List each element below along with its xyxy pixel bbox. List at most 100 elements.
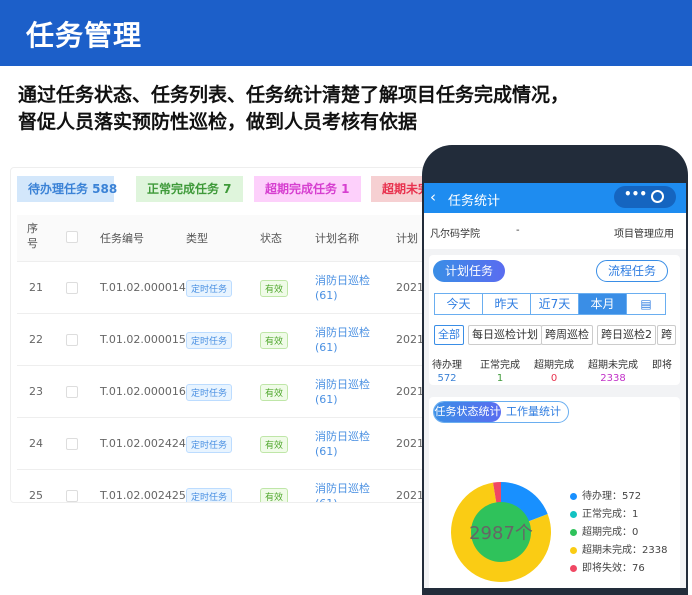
status-tag: 有效 <box>260 332 289 349</box>
plan-name[interactable]: 消防日巡检 <box>315 430 370 443</box>
task-code: T.01.02.000016 <box>100 385 186 398</box>
chip-crossday2[interactable]: 跨日巡检2 <box>597 325 656 345</box>
col-plan: 计划名称 <box>315 232 359 245</box>
task-code: T.01.02.002424 <box>100 437 186 450</box>
tab-workload-stats[interactable]: 工作量统计 <box>506 405 561 418</box>
legend-item[interactable]: 超期未完成：2338 <box>570 541 667 556</box>
plan-count[interactable]: (61) <box>315 445 338 458</box>
org-bar: 凡尔码学院 - 项目管理应用 <box>424 213 686 249</box>
plan-link[interactable]: 消防日巡检(61) <box>315 481 370 502</box>
legend-item[interactable]: 超期完成：0 <box>570 523 638 538</box>
select-all-checkbox[interactable] <box>66 231 78 243</box>
period-yesterday[interactable]: 昨天 <box>482 293 531 315</box>
more-icon[interactable]: ••• <box>624 187 648 201</box>
back-icon[interactable]: ‹ <box>430 188 436 206</box>
status-tag: 有效 <box>260 280 289 297</box>
row-checkbox[interactable] <box>66 490 78 502</box>
row-checkbox[interactable] <box>66 386 78 398</box>
type-tag: 定时任务 <box>186 332 233 349</box>
task-code: T.01.02.000014 <box>100 281 186 294</box>
plan-name[interactable]: 消防日巡检 <box>315 378 370 391</box>
row-checkbox[interactable] <box>66 282 78 294</box>
close-target-icon[interactable] <box>651 190 664 203</box>
plan-link[interactable]: 消防日巡检 (61) <box>315 325 370 355</box>
summary-value: 2338 <box>600 373 626 384</box>
plan-count[interactable]: (61) <box>315 393 338 406</box>
summary-label: 超期未完成 <box>588 360 638 371</box>
stat-overdue-done[interactable]: 超期完成任务 1 <box>254 176 361 202</box>
col-status: 状态 <box>260 232 282 245</box>
legend-item[interactable]: 即将失效：76 <box>570 559 645 574</box>
stat-pending[interactable]: 待办理任务 588 <box>17 176 117 202</box>
row-checkbox[interactable] <box>66 334 78 346</box>
row-no: 25 <box>29 489 43 502</box>
summary-value: 572 <box>437 373 457 384</box>
col-no: 序号 <box>27 222 38 250</box>
row-no: 24 <box>29 437 43 450</box>
legend-item[interactable]: 待办理：572 <box>570 487 641 502</box>
plan-link[interactable]: 消防日巡检 (61) <box>315 429 370 459</box>
type-tag: 定时任务 <box>186 488 233 502</box>
stat-overdue-undone[interactable]: 超期未完 <box>371 176 429 202</box>
status-tag: 有效 <box>260 384 289 401</box>
table-row[interactable]: 22 T.01.02.000015 定时任务 有效 消防日巡检 (61) 2021… <box>17 313 429 365</box>
plan-name[interactable]: 消防日巡检 <box>315 326 370 339</box>
period-this-month[interactable]: 本月 <box>578 293 627 315</box>
stat-normal-done[interactable]: 正常完成任务 7 <box>136 176 243 202</box>
summary-item: 即将 <box>652 356 672 373</box>
chip-daily[interactable]: 每日巡检计划 <box>468 325 542 345</box>
table-row[interactable]: 25 T.01.02.002425 定时任务 有效 消防日巡检(61) 2021… <box>17 469 429 502</box>
legend-label: 正常完成：1 <box>582 509 639 520</box>
legend-dot-icon <box>570 546 577 554</box>
legend-label: 超期未完成：2338 <box>582 545 668 556</box>
plan-link[interactable]: 消防日巡检 (61) <box>315 273 370 303</box>
row-checkbox[interactable] <box>66 438 78 450</box>
period-7days[interactable]: 近7天 <box>530 293 579 315</box>
period-today[interactable]: 今天 <box>434 293 483 315</box>
summary-item: 待办理 572 <box>432 356 462 384</box>
plan-name[interactable]: 消防日巡检 <box>315 274 370 287</box>
plan-date: 2021- <box>396 437 428 450</box>
table-row[interactable]: 21 T.01.02.000014 定时任务 有效 消防日巡检 (61) 2021… <box>17 261 429 313</box>
legend-label: 超期完成：0 <box>582 527 639 538</box>
description-line: 督促人员落实预防性巡检，做到人员考核有依据 <box>18 111 418 133</box>
tab-plan-tasks[interactable]: 计划任务 <box>433 260 505 282</box>
table-header: 序号 任务编号 类型 状态 计划名称 计划 <box>17 215 429 261</box>
plan-count[interactable]: (61) <box>315 289 338 302</box>
description: 通过任务状态、任务列表、任务统计清楚了解项目任务完成情况， 督促人员落实预防性巡… <box>18 82 569 136</box>
summary-item: 超期未完成 2338 <box>588 356 638 384</box>
plan-count[interactable]: (61) <box>315 341 338 354</box>
plan-date: 2021- <box>396 281 428 294</box>
tab-status-stats[interactable]: 任务状态统计 <box>434 402 501 422</box>
col-code: 任务编号 <box>100 232 144 245</box>
chip-more[interactable]: 跨 <box>657 325 676 345</box>
calendar-icon[interactable]: ▤ <box>626 293 666 315</box>
summary-label: 即将 <box>652 360 672 371</box>
chip-weekly[interactable]: 跨周巡检 <box>541 325 593 345</box>
chart-tabs: 任务状态统计 工作量统计 <box>433 401 569 423</box>
phone-screen: ‹ 任务统计 ••• 凡尔码学院 - 项目管理应用 计划任务 流程任务 今天 昨… <box>424 183 686 588</box>
legend-dot-icon <box>570 510 577 518</box>
plan-date: 2021- <box>396 489 428 502</box>
summary-label: 超期完成 <box>534 360 574 371</box>
table-row[interactable]: 23 T.01.02.000016 定时任务 有效 消防日巡检 (61) 2021… <box>17 365 429 417</box>
summary-label: 正常完成 <box>480 360 520 371</box>
plan-count[interactable]: (61) <box>315 496 370 502</box>
row-no: 21 <box>29 281 43 294</box>
status-tag: 有效 <box>260 488 289 502</box>
org-name: 凡尔码学院 <box>430 229 480 240</box>
tab-flow-tasks[interactable]: 流程任务 <box>596 260 668 282</box>
legend-dot-icon <box>570 492 577 500</box>
chip-all[interactable]: 全部 <box>434 325 464 345</box>
plan-name[interactable]: 消防日巡检 <box>315 482 370 495</box>
plan-date: 2021- <box>396 385 428 398</box>
table-row[interactable]: 24 T.01.02.002424 定时任务 有效 消防日巡检 (61) 2021… <box>17 417 429 469</box>
type-tag: 定时任务 <box>186 280 233 297</box>
type-tag: 定时任务 <box>186 384 233 401</box>
plan-link[interactable]: 消防日巡检 (61) <box>315 377 370 407</box>
col-type: 类型 <box>186 232 208 245</box>
nav-title: 任务统计 <box>448 194 501 209</box>
legend-item[interactable]: 正常完成：1 <box>570 505 638 520</box>
summary-label: 待办理 <box>432 360 462 371</box>
legend-dot-icon <box>570 564 577 572</box>
